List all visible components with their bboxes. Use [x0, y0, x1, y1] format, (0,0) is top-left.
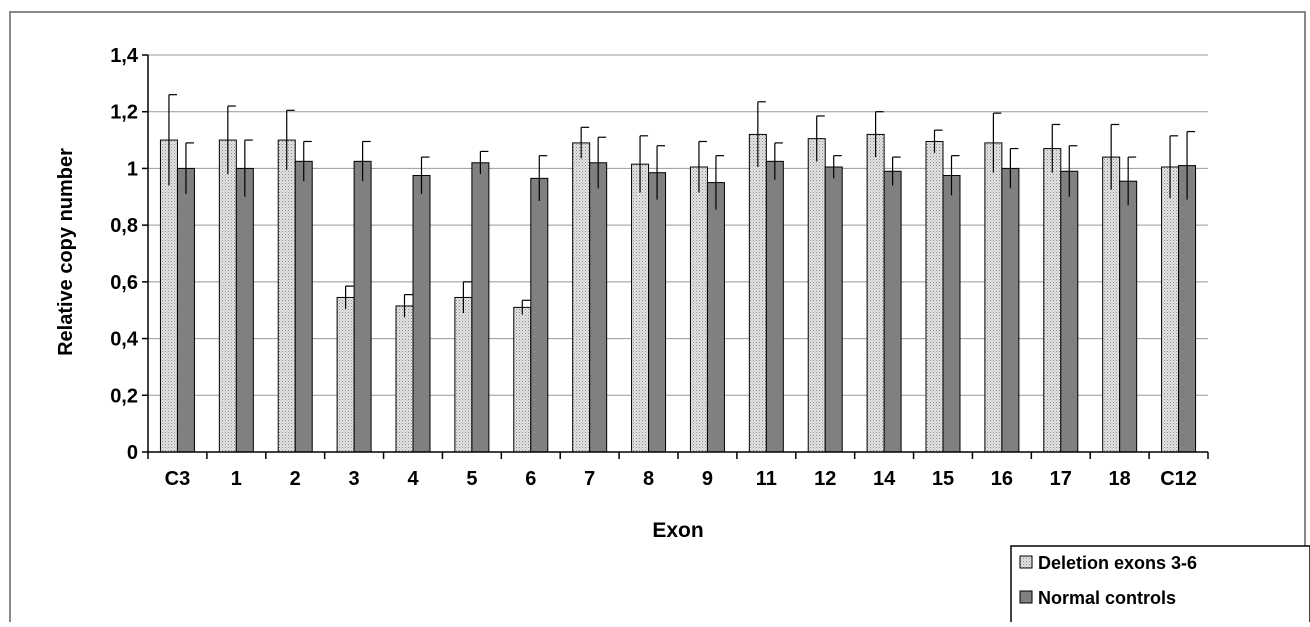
bar-normal [824, 166, 843, 453]
bar-deletion [513, 306, 532, 453]
legend-label-normal: Normal controls [1038, 588, 1176, 608]
y-tick-label: 0,6 [110, 272, 138, 294]
bar-deletion [395, 305, 414, 453]
bar-normal [942, 175, 961, 453]
x-tick-label: 16 [991, 468, 1013, 490]
x-tick-label: 6 [525, 468, 536, 490]
x-tick-label: C12 [1160, 468, 1197, 490]
bar-deletion [866, 133, 885, 453]
bar-deletion [689, 166, 708, 453]
x-tick-label: 2 [290, 468, 301, 490]
bar-normal [1001, 167, 1020, 453]
bar-deletion [1102, 156, 1121, 453]
x-tick-label: 5 [466, 468, 477, 490]
bar-normal [176, 167, 195, 453]
bar-deletion [159, 139, 178, 453]
x-tick-label: 11 [756, 468, 777, 490]
y-tick-label: 1,2 [110, 102, 138, 124]
bar-deletion [748, 133, 767, 453]
x-tick-label: 18 [1109, 468, 1131, 490]
bar-deletion [631, 163, 650, 453]
bar-deletion [572, 142, 591, 453]
x-tick-label: 9 [702, 468, 713, 490]
x-tick-label: 15 [932, 468, 954, 490]
y-tick-label: 1,4 [110, 45, 139, 67]
bar-normal [294, 160, 313, 453]
x-tick-label: 14 [873, 468, 896, 490]
x-tick-label: 17 [1050, 468, 1072, 490]
bar-deletion [454, 296, 473, 453]
y-tick-label: 0,4 [110, 329, 139, 351]
x-tick-label: 1 [231, 468, 242, 490]
y-tick-label: 0 [127, 442, 138, 464]
bar-normal [648, 172, 667, 453]
x-tick-label: 7 [584, 468, 595, 490]
bar-deletion [925, 140, 944, 453]
legend: Deletion exons 3-6 Normal controls [1010, 545, 1310, 627]
x-tick-label: 4 [407, 468, 419, 490]
bar-deletion [336, 296, 355, 453]
x-tick-label: C3 [165, 468, 191, 490]
bar-normal [235, 167, 254, 453]
bar-normal [412, 175, 431, 453]
bar-deletion [807, 138, 826, 453]
y-tick-label: 1 [127, 158, 138, 180]
bar-deletion [984, 142, 1003, 453]
bar-normal [706, 182, 725, 453]
bar-deletion [218, 139, 237, 453]
bar-deletion [277, 139, 296, 453]
bar-deletion [1161, 166, 1180, 453]
legend-swatch-normal [1019, 590, 1033, 604]
x-tick-label: 12 [814, 468, 836, 490]
y-tick-label: 0,8 [110, 215, 138, 237]
bar-normal [589, 162, 608, 453]
y-tick-label: 0,2 [110, 385, 138, 407]
legend-box [1010, 545, 1310, 627]
bar-deletion [1043, 148, 1062, 453]
legend-label-deletion: Deletion exons 3-6 [1038, 553, 1197, 573]
bar-normal [353, 160, 372, 453]
y-axis-title: Relative copy number [55, 148, 77, 356]
x-axis-title: Exon [652, 519, 703, 542]
legend-swatch-deletion [1019, 555, 1033, 569]
bar-normal [883, 170, 902, 453]
bar-normal [1178, 165, 1197, 453]
bar-normal [1060, 170, 1079, 453]
bar-normal [530, 177, 549, 453]
x-tick-label: 8 [643, 468, 654, 490]
x-tick-label: 3 [349, 468, 360, 490]
bar-normal [471, 162, 490, 453]
bar-normal [765, 160, 784, 453]
bar-normal [1119, 180, 1138, 453]
